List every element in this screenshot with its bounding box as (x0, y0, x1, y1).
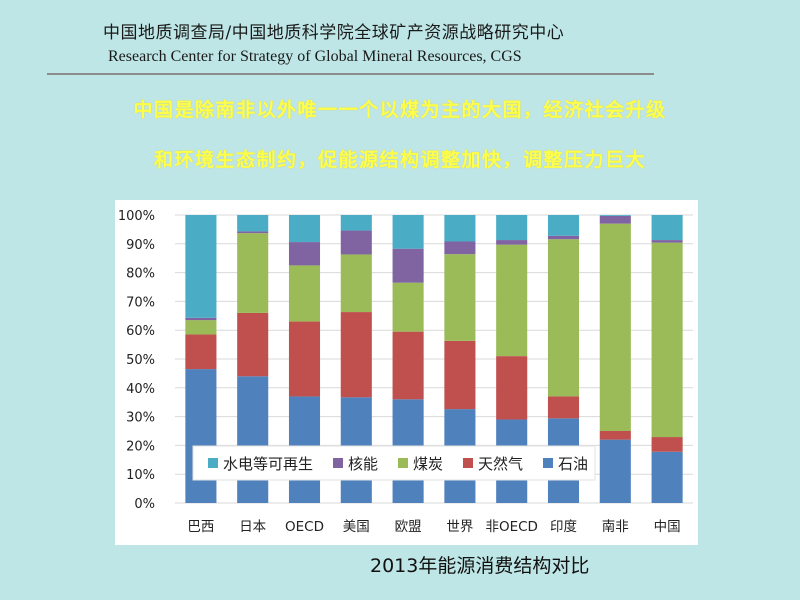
headline-line-2: 和环境生态制约，促能源结构调整加快，调整压力巨大 (153, 149, 646, 171)
stacked-bar-chart: 0% 10% 20% 30% 40% 50% 60% 70% 80% 90% 100% 巴西 日本 OEC… (118, 209, 693, 535)
bar-segment (237, 215, 269, 232)
bar-segment (651, 242, 683, 438)
legend-label: 天然气 (478, 455, 523, 473)
bar-segment (547, 239, 580, 397)
headline-line-1: 中国是除南非以外唯一一个以煤为主的大国，经济社会升级 (133, 99, 667, 121)
bar-segment (496, 356, 528, 420)
y-tick-label: 70% (126, 295, 155, 310)
bar-segment (288, 265, 321, 322)
y-tick-label: 50% (126, 353, 155, 368)
y-tick-label: 80% (126, 267, 155, 282)
bar-segment (599, 439, 631, 503)
bar-segment (599, 223, 631, 431)
x-tick-label: 巴西 (187, 519, 214, 535)
bar-segment (547, 235, 580, 240)
legend-label: 核能 (348, 455, 378, 473)
bar-segment (496, 244, 528, 357)
bar-segment (444, 254, 476, 341)
bar-segment (599, 215, 631, 216)
legend-swatch (543, 458, 553, 468)
bar-segment (340, 254, 372, 313)
chart-caption: 2013年能源消费结构对比 (370, 555, 590, 577)
bar-segment (392, 282, 424, 332)
chart-panel: 0% 10% 20% 30% 40% 50% 60% 70% 80% 90% 100% 巴西 日本 OEC… (115, 200, 698, 545)
bar-segment (340, 230, 372, 255)
bar-segment (185, 317, 217, 321)
x-tick-label: 美国 (343, 519, 370, 535)
bar-segment (444, 215, 476, 242)
legend-box (192, 445, 596, 481)
bar-segment (547, 396, 580, 419)
y-tick-label: 30% (126, 411, 155, 426)
bar-segment (496, 215, 528, 241)
legend-swatch (333, 458, 343, 468)
bar-segment (185, 369, 217, 503)
bar-segment (547, 215, 580, 236)
bar-segment (237, 231, 269, 234)
bar-segment (444, 340, 476, 410)
header-divider (47, 73, 654, 75)
bar-segment (237, 312, 269, 377)
legend-label: 煤炭 (413, 455, 443, 473)
x-tick-label: 南非 (602, 519, 629, 535)
y-tick-label: 60% (126, 324, 155, 339)
legend-swatch (463, 458, 473, 468)
bar-segment (496, 240, 528, 245)
bar-segment (444, 241, 476, 255)
bar-segment (288, 321, 321, 397)
x-tick-label: OECD (285, 519, 324, 535)
y-tick-label: 0% (134, 497, 155, 512)
x-tick-label: 日本 (239, 519, 266, 535)
bar-segment (392, 215, 424, 249)
y-tick-label: 10% (126, 468, 155, 483)
bar-segment (288, 215, 321, 243)
bar-segment (392, 331, 424, 400)
x-tick-label: 世界 (446, 519, 473, 535)
y-tick-label: 20% (126, 439, 155, 454)
bar-segment (651, 240, 683, 243)
org-name-en: Research Center for Strategy of Global M… (108, 48, 522, 65)
bar-segment (185, 215, 217, 318)
x-tick-label: 中国 (654, 519, 681, 535)
bar-segment (651, 437, 683, 452)
bar-segment (340, 312, 372, 398)
legend-swatch (208, 458, 218, 468)
y-tick-label: 90% (126, 238, 155, 253)
bar-segment (185, 334, 217, 370)
bar-segment (237, 376, 269, 503)
y-tick-label: 40% (126, 382, 155, 397)
legend-label: 石油 (558, 455, 588, 473)
x-tick-label: 印度 (550, 519, 577, 535)
bar-segment (288, 242, 321, 266)
bar-segment (651, 451, 683, 503)
bar-segment (392, 248, 424, 283)
x-tick-label: 非OECD (485, 519, 537, 535)
x-tick-label: 欧盟 (395, 519, 422, 535)
bar-segment (340, 215, 372, 231)
bar-segment (599, 431, 631, 440)
bar-segment (237, 233, 269, 313)
legend-label: 水电等可再生 (223, 455, 313, 473)
legend-swatch (398, 458, 408, 468)
y-tick-label: 100% (118, 209, 155, 224)
bar-segment (651, 215, 683, 241)
org-name-cn: 中国地质调查局/中国地质科学院全球矿产资源战略研究中心 (103, 23, 565, 43)
bar-segment (599, 215, 631, 224)
bar-segment (185, 320, 217, 335)
